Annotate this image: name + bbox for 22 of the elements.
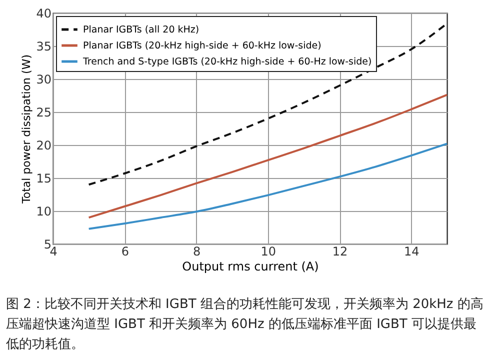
x-tick-label: 12 (332, 244, 348, 258)
legend-label: Trench and S-type IGBTs (20-kHz high-side + 60-Hz low-side) (82, 56, 372, 68)
y-tick-label: 10 (36, 204, 52, 218)
legend-label: Planar IGBTs (all 20 kHz) (83, 24, 200, 36)
y-tick-label: 20 (36, 138, 52, 152)
y-tick-label: 25 (36, 106, 52, 120)
y-tick-label: 30 (36, 72, 52, 86)
y-tick-label: 35 (36, 40, 52, 54)
y-tick-label: 15 (36, 172, 52, 186)
y-axis-title: Total power dissipation (W) (20, 54, 34, 204)
y-tick-label: 40 (36, 6, 52, 20)
line-series (88, 94, 448, 219)
x-tick-label: 4 (50, 244, 58, 258)
x-tick-label: 8 (192, 244, 201, 258)
caption: 图 2：比较不同开关技术和 IGBT 组合的功耗性能可发现，开关频率为 20kHz 的高压端超快速沟道型 IGBT 和开关频率为 60Hz 的低压端标准平面 IGBT 可以提供最低的功耗值。 (6, 296, 484, 354)
x-axis-title: Output rms current (A) (182, 260, 319, 274)
line-series (88, 142, 448, 230)
x-tick-label: 10 (260, 244, 276, 258)
x-tick-label: 6 (121, 244, 129, 258)
y-tick-label: 5 (44, 238, 52, 252)
x-tick-label: 14 (404, 244, 420, 258)
legend-label: Planar IGBTs (20-kHz high-side + 60-kHz low-side) (83, 40, 322, 52)
